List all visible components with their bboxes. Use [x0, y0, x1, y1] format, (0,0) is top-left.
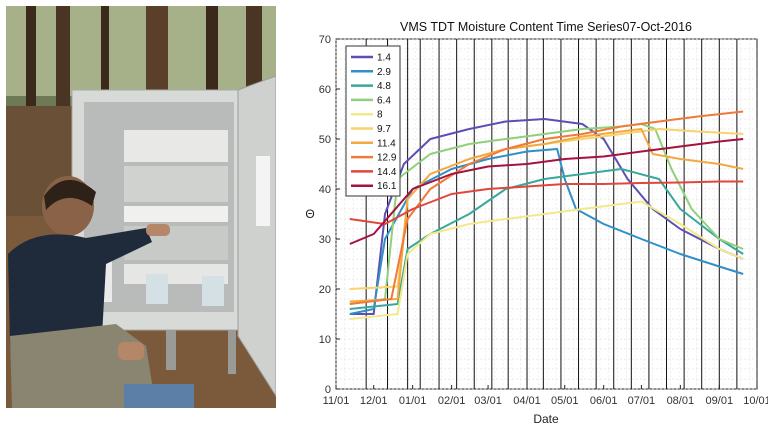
series-line-16-1	[349, 138, 744, 245]
x-tick-label: 03/01	[474, 395, 502, 407]
y-tick-label: 30	[319, 234, 331, 246]
photo-icon	[6, 6, 276, 408]
legend-label: 6.4	[377, 95, 391, 106]
legend-label: 12.9	[377, 153, 397, 164]
series-line-11-4	[349, 128, 744, 303]
legend-label: 4.8	[377, 81, 391, 92]
legend-label: 1.4	[377, 53, 391, 64]
legend-label: 2.9	[377, 67, 391, 78]
legend-label: 8	[377, 110, 383, 121]
x-tick-label: 09/01	[706, 395, 734, 407]
y-tick-label: 20	[319, 284, 331, 296]
chart-title: VMS TDT Moisture Content Time Series07-O…	[400, 20, 692, 34]
x-tick-label: 12/01	[360, 395, 388, 407]
y-tick-label: 60	[319, 84, 331, 96]
y-tick-label: 10	[319, 334, 331, 346]
x-tick-label: 02/01	[438, 395, 466, 407]
x-tick-label: 06/01	[590, 395, 618, 407]
x-tick-label: 05/01	[551, 395, 579, 407]
y-ticks: 0 10 20 30 40 50 60 70	[319, 34, 340, 396]
x-tick-label: 08/01	[667, 395, 695, 407]
x-tick-label: 07/01	[628, 395, 656, 407]
legend-label: 16.1	[377, 181, 397, 192]
x-ticks: 11/01 12/01 01/01 02/01 03/01 04/01 05/01 06/01…	[323, 385, 768, 407]
x-tick-label: 11/01	[323, 395, 350, 407]
series-line-8	[349, 200, 744, 320]
x-tick-label: 01/01	[399, 395, 427, 407]
y-tick-label: 70	[319, 34, 331, 46]
series-line-4-8	[349, 168, 744, 310]
series-lines	[349, 110, 744, 320]
field-photo	[6, 6, 276, 408]
series-line-6-4	[349, 123, 744, 305]
moisture-chart: 0 10 20 30 40 50 60 70 11/01 12/01 01/01 02/01 03/0…	[296, 0, 768, 429]
x-axis-title: Date	[533, 412, 559, 426]
x-tick-label: 04/01	[513, 395, 541, 407]
legend-label: 9.7	[377, 124, 391, 135]
y-tick-label: 0	[325, 384, 331, 396]
legend: 1.4 2.9 4.8 6.4 8 9.7 11.4 12.9 14.4 16.1	[345, 45, 401, 197]
series-line-14-4	[349, 180, 744, 225]
series-line-1-4	[349, 118, 744, 315]
y-tick-label: 40	[319, 184, 331, 196]
legend-label: 14.4	[377, 167, 397, 178]
series-line-2-9	[349, 148, 744, 315]
series-line-12-9	[349, 110, 744, 305]
chart-svg: 0 10 20 30 40 50 60 70 11/01 12/01 01/01 02/01 03/0…	[305, 20, 768, 426]
x-tick-label: 10/01	[743, 395, 768, 407]
y-tick-label: 50	[319, 134, 331, 146]
legend-label: 11.4	[377, 138, 396, 149]
y-axis-title: Θ	[305, 207, 314, 221]
